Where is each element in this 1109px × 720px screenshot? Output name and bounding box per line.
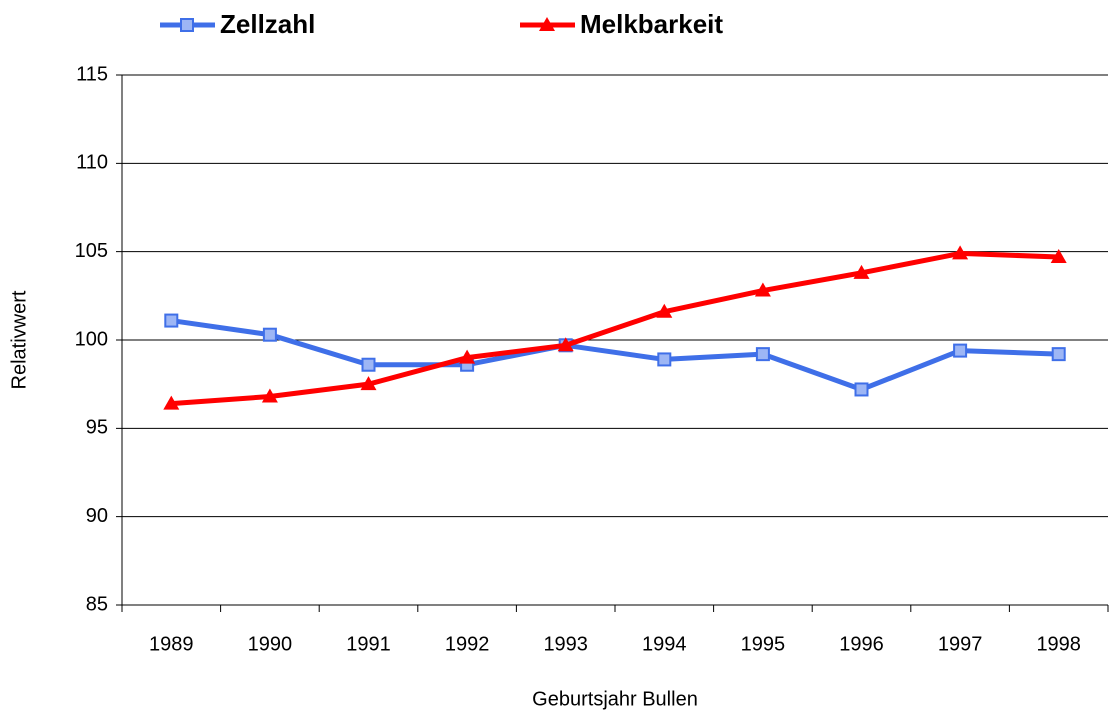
x-tick-label: 1991 — [346, 633, 391, 655]
marker — [853, 264, 870, 279]
x-tick-label: 1992 — [445, 633, 490, 655]
x-tick-label: 1995 — [741, 633, 786, 655]
marker — [539, 17, 555, 31]
marker — [557, 337, 574, 352]
marker — [163, 395, 180, 410]
marker — [755, 347, 770, 362]
y-tick-label: 115 — [76, 63, 108, 85]
marker — [1050, 248, 1067, 263]
marker — [953, 343, 968, 358]
x-tick-label: 1996 — [839, 633, 884, 655]
x-tick-label: 1990 — [248, 633, 293, 655]
marker — [261, 388, 278, 403]
marker — [1051, 347, 1066, 362]
marker — [854, 382, 869, 397]
marker — [180, 18, 194, 32]
legend-label: Melkbarkeit — [580, 9, 723, 39]
legend-label: Zellzahl — [220, 9, 315, 39]
marker — [459, 349, 476, 364]
series-line — [170, 318, 1059, 392]
marker — [262, 327, 277, 342]
x-tick-label: 1989 — [149, 633, 194, 655]
y-tick-label: 105 — [75, 240, 108, 262]
marker — [754, 282, 771, 297]
x-tick-label: 1993 — [543, 633, 588, 655]
y-tick-label: 100 — [75, 328, 108, 350]
y-tick-label: 95 — [86, 417, 108, 439]
y-tick-label: 110 — [76, 152, 108, 174]
marker — [656, 303, 673, 318]
series-line — [171, 250, 1059, 407]
x-tick-label: 1997 — [938, 633, 983, 655]
marker — [657, 352, 672, 367]
marker — [360, 376, 377, 391]
y-tick-label: 90 — [86, 505, 108, 527]
y-tick-label: 85 — [86, 593, 108, 615]
marker — [164, 313, 179, 328]
marker — [952, 245, 969, 260]
x-tick-label: 1998 — [1036, 633, 1081, 655]
y-axis-title: Relativwert — [8, 290, 30, 389]
x-axis-title: Geburtsjahr Bullen — [532, 688, 698, 710]
x-tick-label: 1994 — [642, 633, 687, 655]
marker — [361, 357, 376, 372]
